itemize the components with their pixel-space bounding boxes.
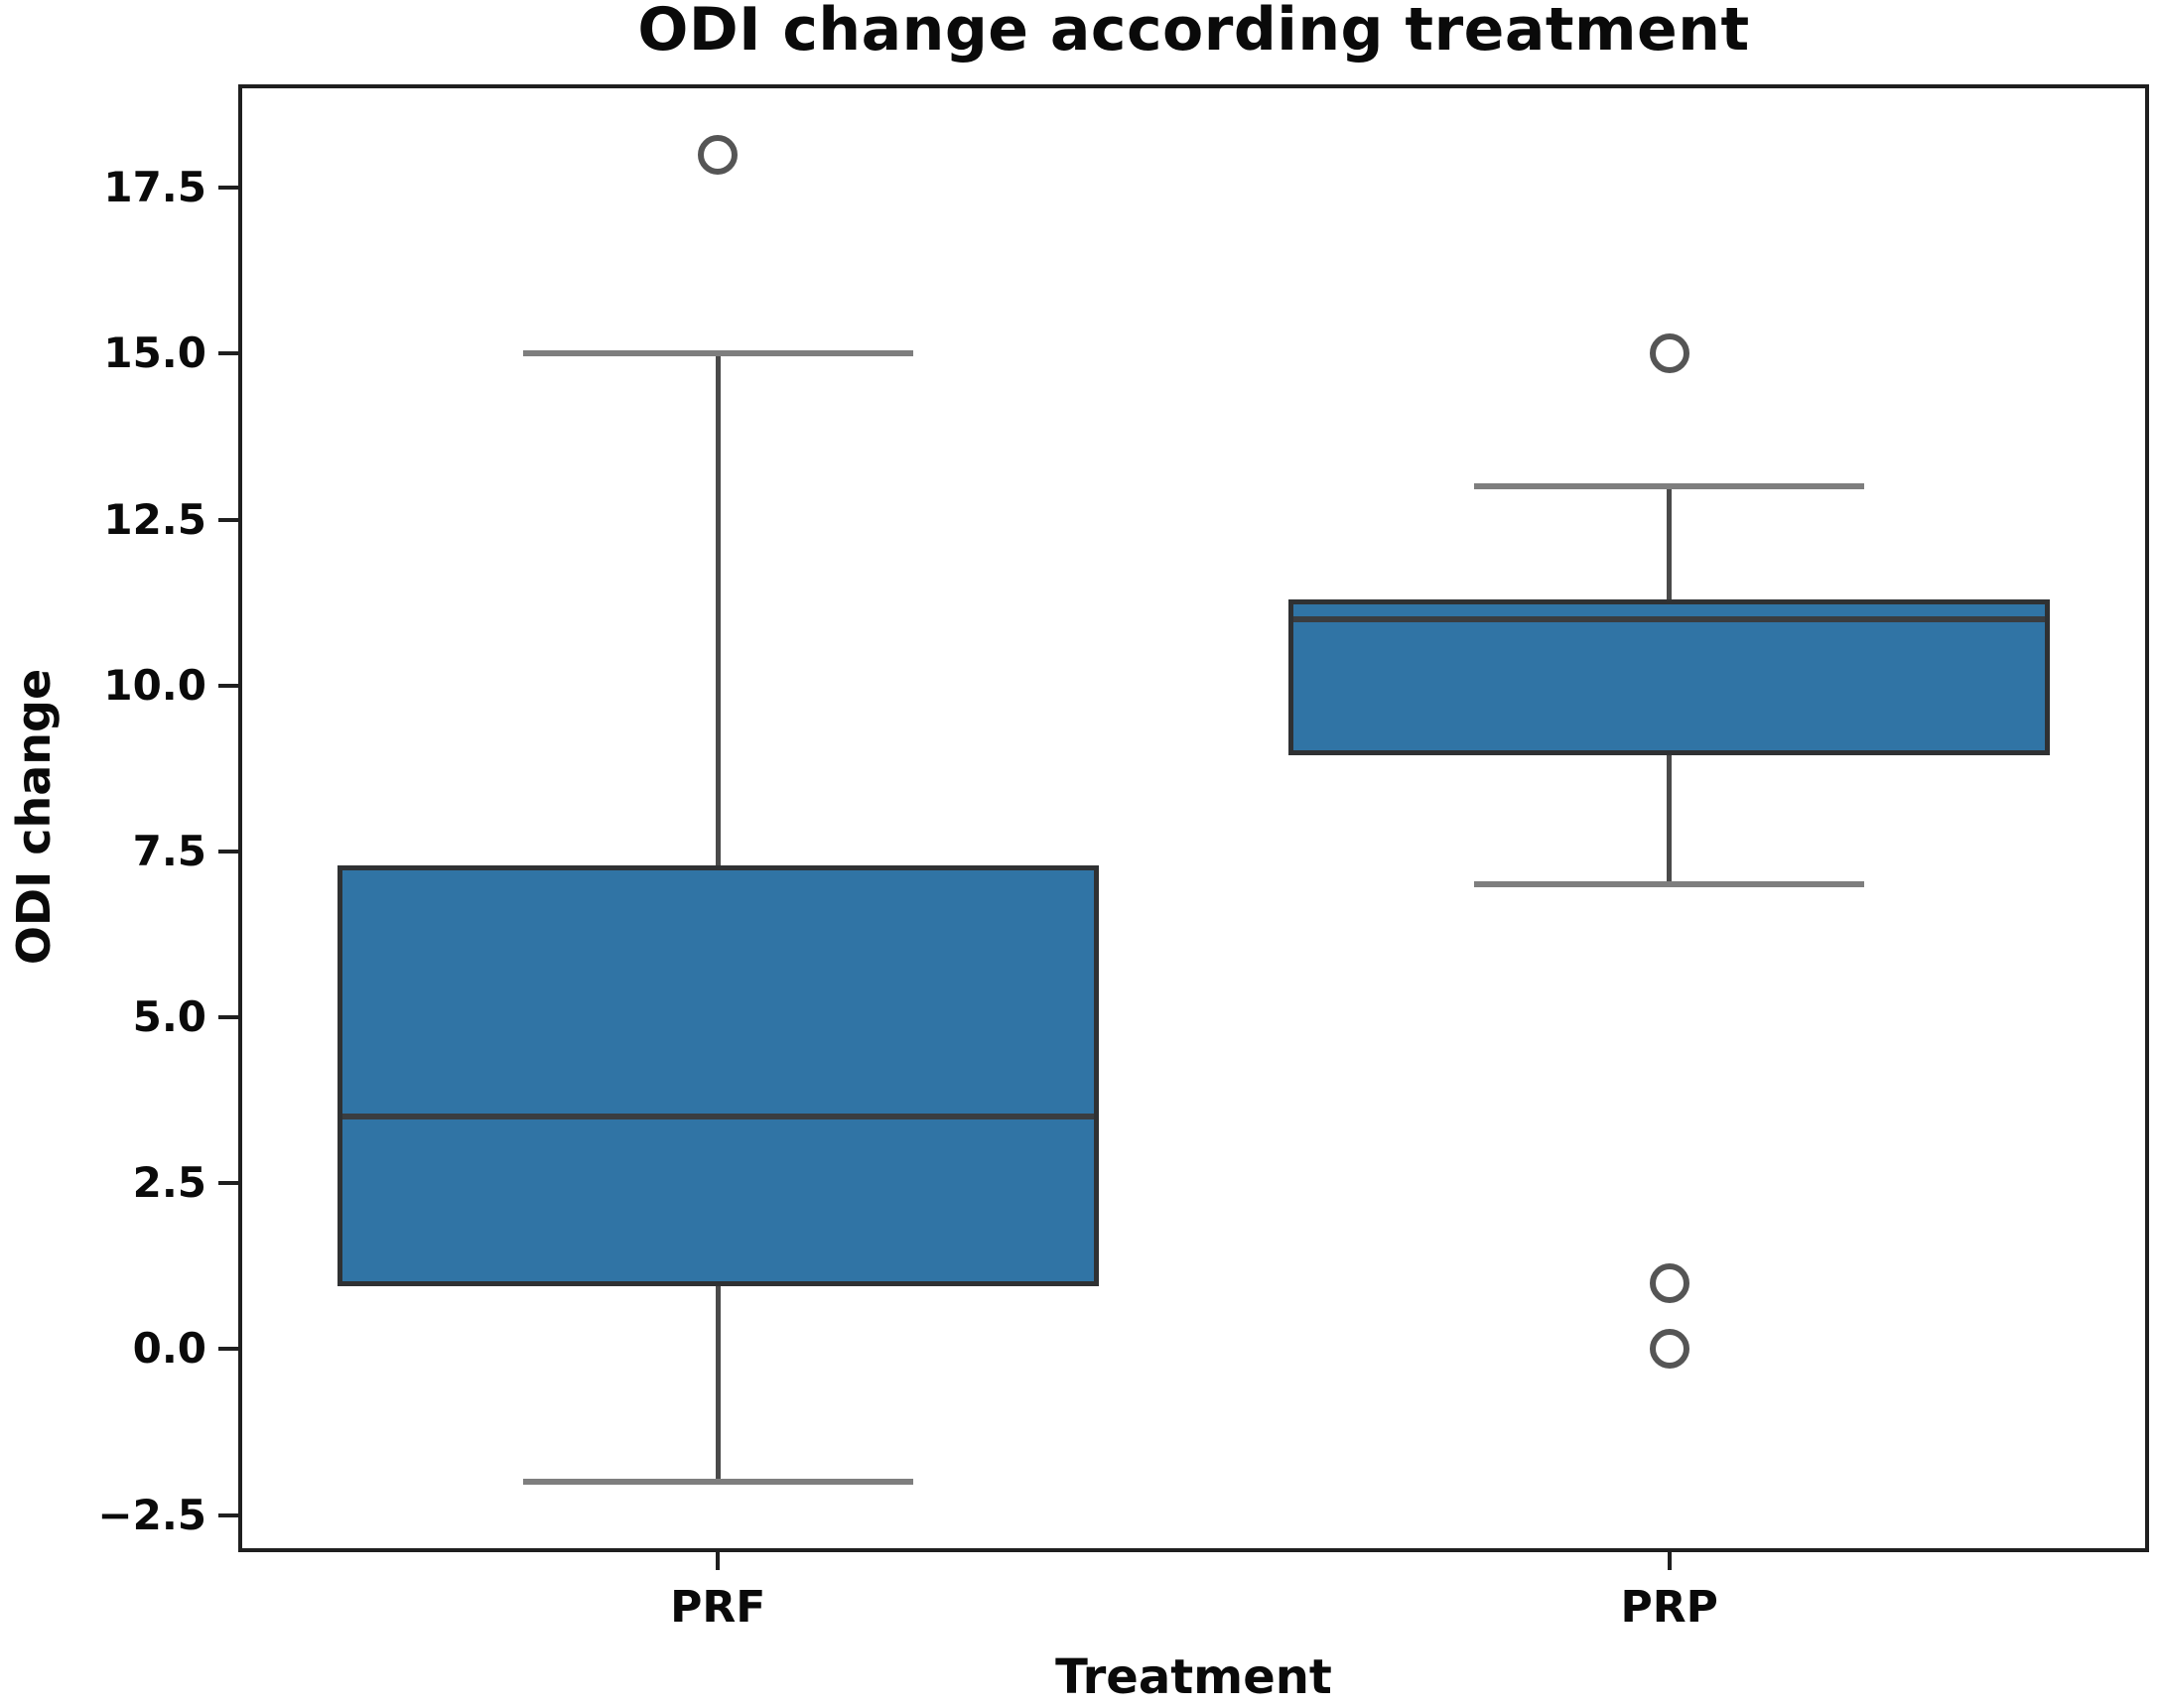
whisker-cap-lower-prf: [522, 1479, 913, 1486]
y-tick-label: 12.5: [103, 494, 206, 544]
whisker-cap-upper-prp: [1474, 483, 1865, 490]
outlier-marker-prf: [698, 134, 739, 175]
chart-title: ODI change according treatment: [637, 0, 1750, 65]
whisker-lower-prf: [715, 1282, 721, 1483]
outlier-marker-prp: [1649, 1329, 1689, 1370]
y-tick: [218, 351, 238, 356]
y-tick: [218, 683, 238, 688]
x-tick-label-prf: PRF: [670, 1582, 766, 1633]
y-tick-label: −2.5: [97, 1490, 206, 1539]
x-axis-label: Treatment: [1055, 1649, 1332, 1705]
y-axis-label: ODI change: [7, 668, 61, 966]
whisker-upper-prp: [1667, 486, 1673, 603]
whisker-lower-prp: [1667, 751, 1673, 885]
whisker-cap-lower-prp: [1474, 881, 1865, 888]
median-line-prp: [1293, 615, 2046, 622]
y-tick-label: 17.5: [103, 163, 206, 212]
y-tick-label: 0.0: [132, 1324, 206, 1374]
y-tick-label: 5.0: [132, 992, 206, 1042]
y-tick-label: 2.5: [132, 1158, 206, 1208]
box-prp: [1288, 599, 2051, 755]
y-tick: [218, 1015, 238, 1020]
y-tick: [218, 849, 238, 854]
outlier-marker-prp: [1649, 333, 1689, 374]
y-tick-label: 15.0: [103, 328, 206, 378]
whisker-upper-prf: [715, 353, 721, 868]
x-tick: [716, 1548, 721, 1570]
y-tick: [218, 186, 238, 191]
y-tick: [218, 1181, 238, 1186]
y-tick: [218, 1512, 238, 1517]
y-tick: [218, 1347, 238, 1352]
x-tick: [1667, 1548, 1672, 1570]
plot-area: 17.5 15.0 12.5 10.0 7.5 5.0 2.5 0.0 −2.5 PRF PRP: [97, 84, 2149, 1633]
y-tick-label: 7.5: [132, 826, 206, 875]
x-tick-label-prp: PRP: [1620, 1582, 1718, 1633]
box-prf: [337, 864, 1099, 1286]
outlier-marker-prp: [1649, 1262, 1689, 1303]
whisker-cap-upper-prf: [522, 350, 913, 357]
median-line-prf: [341, 1114, 1094, 1120]
y-tick: [218, 517, 238, 522]
y-tick-label: 10.0: [103, 660, 206, 710]
